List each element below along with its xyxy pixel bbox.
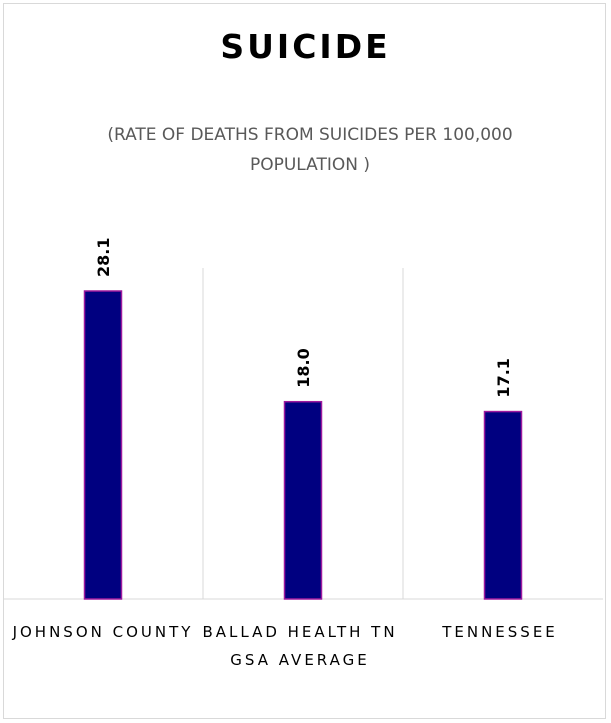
category-label-johnson-county: JOHNSON COUNTY bbox=[12, 623, 194, 641]
chart-title: SUICIDE bbox=[220, 27, 391, 66]
bar-0 bbox=[83, 290, 123, 600]
bar-2 bbox=[483, 410, 523, 600]
data-label-2: 17.1 bbox=[494, 358, 513, 397]
bar-1 bbox=[283, 400, 323, 600]
category-label-tennessee: TENNESSEE bbox=[442, 623, 558, 641]
category-label-ballad-health: BALLAD HEALTH TN GSA AVERAGE bbox=[202, 623, 398, 669]
data-label-1: 18.0 bbox=[294, 348, 313, 387]
data-label-0: 28.1 bbox=[94, 238, 113, 277]
chart-subtitle: (RATE OF DEATHS FROM SUICIDES PER 100,00… bbox=[107, 125, 513, 175]
